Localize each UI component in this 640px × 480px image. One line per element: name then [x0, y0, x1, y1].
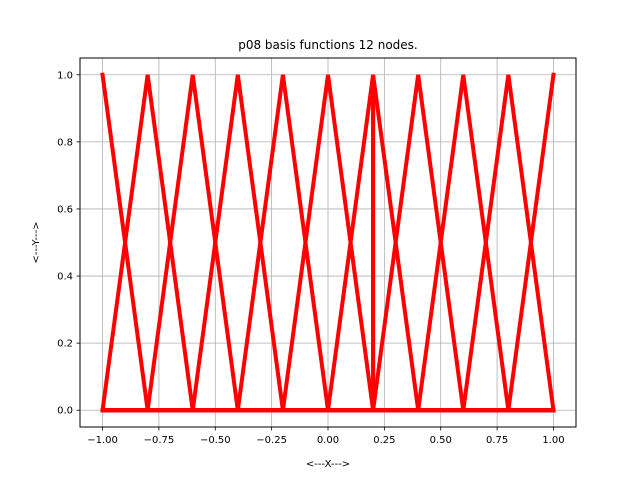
y-tick-label: 0.6: [57, 204, 73, 215]
x-tick-label: −0.50: [200, 435, 231, 446]
plot-area: [79, 57, 577, 428]
chart-title: p08 basis functions 12 nodes.: [238, 38, 418, 52]
x-tick-label: 0.00: [317, 435, 339, 446]
x-tick-label: −0.75: [144, 435, 175, 446]
x-tick-label: 1.00: [542, 435, 564, 446]
x-axis-label: <---X--->: [306, 459, 350, 470]
x-tick-label: 0.25: [373, 435, 395, 446]
x-tick-label: 0.50: [430, 435, 452, 446]
x-axis: −1.00 −0.75 −0.50 −0.25 0.00 0.25 0.50 0.75 1.00: [87, 427, 565, 446]
y-tick-label: 0.0: [57, 406, 73, 417]
x-tick-label: −0.25: [256, 435, 287, 446]
y-tick-label: 0.8: [57, 137, 73, 148]
x-tick-label: 0.75: [486, 435, 508, 446]
y-tick-label: 0.4: [57, 272, 73, 283]
x-tick-label: −1.00: [87, 435, 118, 446]
y-tick-label: 1.0: [57, 70, 73, 81]
y-axis-label: <---Y--->: [31, 221, 42, 263]
y-tick-label: 0.2: [57, 339, 73, 350]
series-group: [100, 72, 556, 413]
basis-function-line: [100, 72, 556, 413]
y-axis: 0.0 0.2 0.4 0.6 0.8 1.0: [57, 70, 80, 417]
